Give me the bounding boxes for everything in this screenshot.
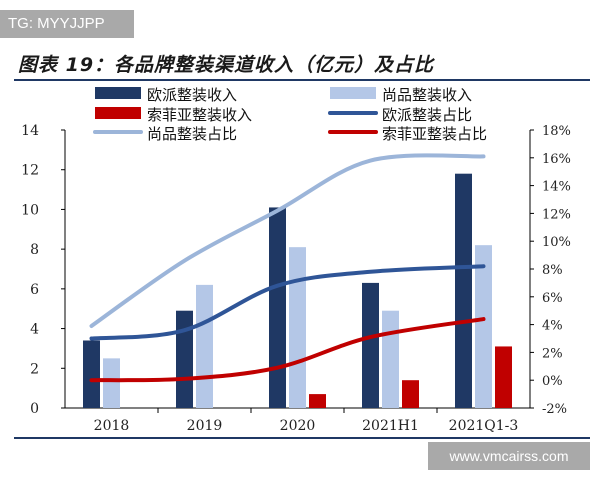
- x-tick-label: 2019: [187, 418, 223, 434]
- y-right-tick-label: 4%: [542, 319, 563, 334]
- legend-label: 尚品整装占比: [147, 125, 237, 143]
- bar: [103, 358, 120, 408]
- y-left-tick-label: 4: [30, 322, 39, 338]
- bar: [289, 247, 306, 408]
- bar: [309, 394, 326, 408]
- legend-label: 索菲亚整装占比: [382, 125, 487, 143]
- legend-swatch: [95, 107, 141, 119]
- y-left-tick-label: 8: [30, 242, 39, 258]
- legend-swatch: [330, 87, 376, 99]
- y-left-tick-label: 2: [30, 361, 39, 377]
- y-right-tick-label: -2%: [542, 402, 567, 417]
- y-right-tick-label: 2%: [542, 346, 563, 361]
- bar: [176, 310, 193, 408]
- y-left-tick-label: 10: [21, 202, 39, 218]
- bar: [402, 380, 419, 408]
- y-right-tick-label: 10%: [542, 235, 571, 250]
- series-line: [89, 153, 486, 328]
- bar: [495, 346, 512, 408]
- series-line: [89, 317, 486, 383]
- y-right-tick-label: 0%: [542, 374, 563, 389]
- watermark-top: TG: MYYJJPP: [0, 10, 134, 38]
- x-tick-label: 2021Q1-3: [449, 418, 519, 434]
- title-rule: [14, 79, 590, 81]
- legend-swatch: [95, 87, 141, 99]
- y-left-tick-label: 0: [30, 401, 39, 417]
- y-right-tick-label: 6%: [542, 291, 563, 306]
- x-tick-label: 2018: [94, 418, 130, 434]
- y-left-tick-label: 12: [21, 163, 39, 179]
- x-tick-label: 2020: [280, 418, 316, 434]
- bar: [269, 207, 286, 408]
- bottom-rule: [14, 437, 590, 439]
- combo-chart: 0 2 4 6 8 10 12 14 -2% 0% 2% 4% 6% 8% 10% 12% 14% 16% 18% 2…: [21, 86, 571, 434]
- y-right-tick-label: 8%: [542, 263, 563, 278]
- y-right-tick-label: 16%: [542, 152, 571, 167]
- legend-label: 欧派整装占比: [382, 106, 472, 124]
- legend-label: 索菲亚整装收入: [147, 106, 252, 124]
- legend-label: 欧派整装收入: [147, 86, 237, 104]
- watermark-bottom: www.vmcairss.com: [428, 442, 590, 470]
- series-line: [89, 264, 486, 341]
- bar: [362, 282, 379, 408]
- bar: [475, 245, 492, 408]
- bar: [196, 284, 213, 408]
- y-left-tick-label: 14: [21, 123, 39, 139]
- chart-title: 图表 19：各品牌整装渠道收入（亿元）及占比: [18, 54, 435, 76]
- bar: [83, 340, 100, 408]
- y-right-tick-label: 18%: [542, 124, 571, 139]
- bar: [455, 173, 472, 408]
- legend-label: 尚品整装收入: [382, 86, 472, 104]
- y-right-tick-label: 12%: [542, 207, 571, 222]
- bar: [382, 310, 399, 408]
- y-right-tick-label: 14%: [542, 180, 571, 195]
- y-left-tick-label: 6: [30, 282, 39, 298]
- x-tick-label: 2021H1: [362, 418, 419, 434]
